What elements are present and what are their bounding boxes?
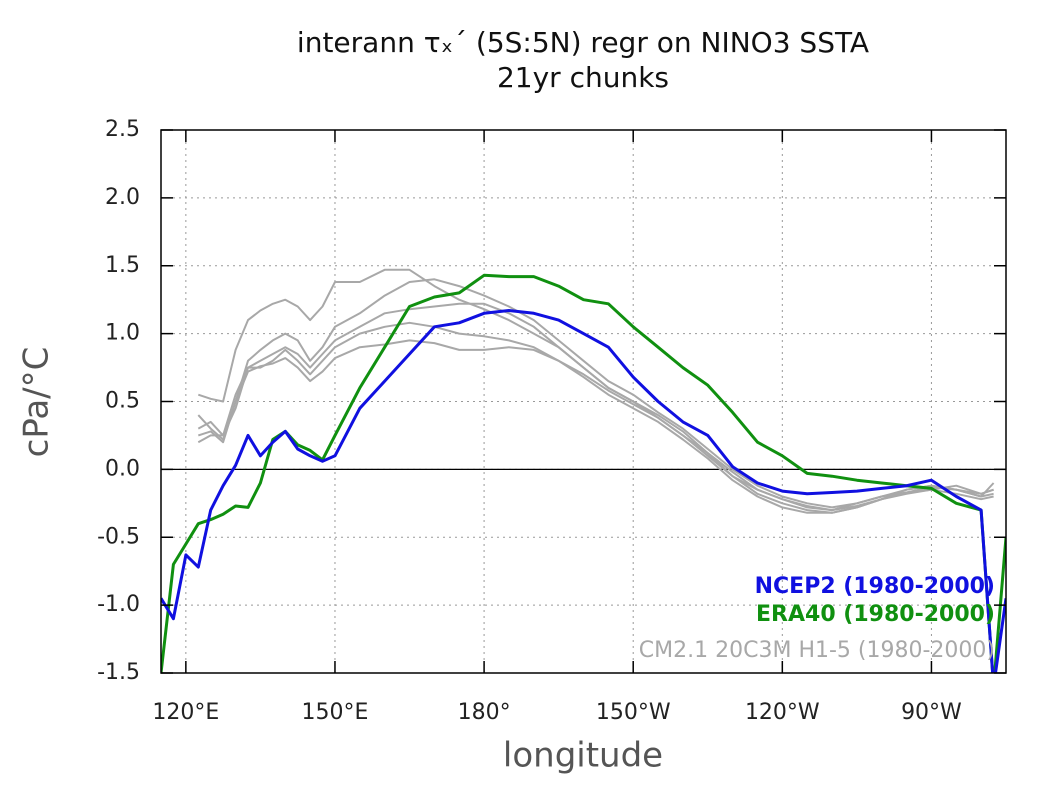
y-tick-label: 1.0 [105, 321, 140, 346]
data-line [161, 309, 1006, 673]
y-axis-label: cPa/°C [17, 347, 57, 458]
legend-entry: NCEP2 (1980-2000) [755, 574, 995, 599]
y-tick-label: -1.5 [97, 660, 140, 685]
x-tick-label: 120°W [745, 700, 820, 725]
x-tick-label: 90°W [901, 700, 962, 725]
data-line [197, 321, 994, 512]
y-tick-label: -1.0 [97, 592, 140, 617]
x-tick-label: 120°E [152, 700, 219, 725]
x-tick-label: 150°W [596, 700, 671, 725]
legend-entry: ERA40 (1980-2000) [756, 602, 995, 627]
y-tick-label: 2.5 [105, 117, 140, 142]
x-tick-label: 150°E [302, 700, 369, 725]
y-tick-label: 0.5 [105, 389, 140, 414]
y-tick-label: 2.0 [105, 185, 140, 210]
data-line [161, 273, 1006, 673]
data-line [197, 339, 994, 514]
labels: -1.5 -1.0 -0.5 0.0 0.5 1.0 1.5 2.0 2.5 120°E 150°E… [97, 117, 1006, 725]
y-tick-label: 0.0 [105, 456, 140, 481]
x-axis-label: longitude [503, 736, 663, 776]
data-line [197, 268, 995, 512]
x-tick-label: 180° [458, 700, 511, 725]
chart-title: interann τₓ´ (5S:5N) regr on NINO3 SSTA [297, 26, 869, 59]
y-tick-label: 1.5 [105, 253, 140, 278]
data-line [197, 278, 994, 509]
legend-entry: CM2.1 20C3M H1-5 (1980-2000) [639, 638, 995, 663]
plot-area [161, 268, 1006, 673]
chart-subtitle: 21yr chunks [497, 61, 669, 94]
y-tick-label: -0.5 [97, 524, 140, 549]
